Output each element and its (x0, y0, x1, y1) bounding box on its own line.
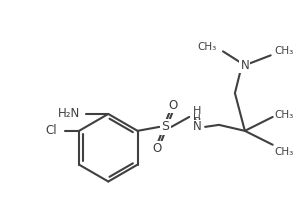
Text: N: N (193, 120, 201, 133)
Text: H₂N: H₂N (58, 108, 80, 120)
Text: O: O (153, 142, 162, 155)
Text: Cl: Cl (46, 124, 57, 137)
Text: CH₃: CH₃ (198, 42, 217, 52)
Text: O: O (169, 98, 178, 112)
Text: CH₃: CH₃ (275, 46, 294, 56)
Text: S: S (161, 120, 169, 133)
Text: CH₃: CH₃ (275, 110, 294, 120)
Text: CH₃: CH₃ (275, 147, 294, 157)
Text: N: N (241, 59, 249, 72)
Text: H
N: H N (193, 106, 201, 128)
Text: H: H (193, 114, 201, 124)
